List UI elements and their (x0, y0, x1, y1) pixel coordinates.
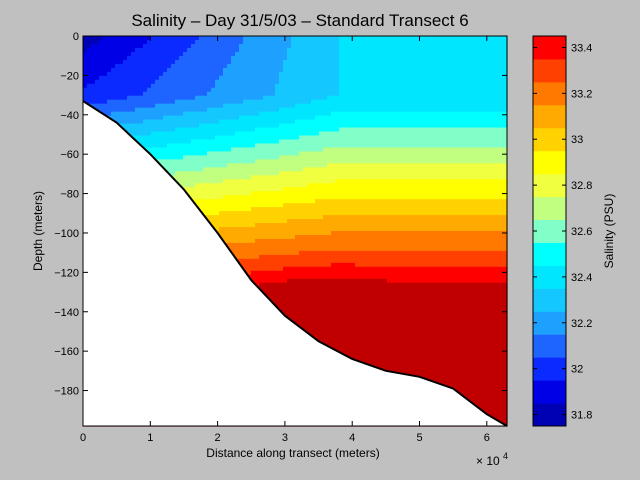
x-tick-label: 3 (282, 432, 288, 444)
colorbar-swatches (533, 36, 566, 427)
chart-title: Salinity – Day 31/5/03 – Standard Transe… (131, 11, 468, 30)
colorbar-swatch (533, 196, 566, 221)
x-tick-label: 0 (80, 432, 86, 444)
seafloor-mask (83, 101, 507, 426)
x-multiplier: × 10 4 (476, 451, 508, 468)
y-tick-label: 0 (73, 31, 79, 43)
colorbar-tick-label: 32.6 (571, 226, 592, 238)
y-tick-label: −160 (54, 346, 79, 358)
y-tick-label: −20 (60, 70, 79, 82)
y-tick-label: −80 (60, 189, 79, 201)
x-axis-label: Distance along transect (meters) (206, 446, 379, 460)
colorbar-label: Salinity (PSU) (602, 194, 616, 269)
colorbar-tick-label: 33 (571, 134, 583, 146)
y-tick-label: −140 (54, 307, 79, 319)
colorbar-tick-label: 33.2 (571, 88, 592, 100)
x-tick-label: 4 (349, 432, 355, 444)
y-axis: 0 −20 −40 −60 −80 −100 −120 −140 −160 −180 (54, 31, 507, 398)
colorbar-swatch (533, 173, 566, 198)
x-tick-label: 5 (416, 432, 422, 444)
colorbar-tick-label: 32 (571, 364, 583, 376)
y-tick-label: −60 (60, 149, 79, 161)
colorbar-swatch (533, 127, 566, 152)
x-tick-label: 1 (147, 432, 153, 444)
colorbar-swatch (533, 357, 566, 381)
colorbar-tick-label: 33.4 (571, 42, 592, 54)
colorbar-tick-label: 31.8 (571, 410, 592, 422)
colorbar-swatch (533, 219, 566, 243)
colorbar-tick-label: 32.8 (571, 180, 592, 192)
colorbar-ticks: 31.8 32 32.2 32.4 32.6 32.8 33 33.2 33.4 (533, 42, 592, 422)
colorbar-swatch (533, 311, 566, 335)
x-axis: 0 1 2 3 4 5 6 (80, 36, 490, 444)
colorbar-swatch (533, 380, 566, 404)
colorbar-swatch (533, 104, 566, 129)
colorbar-swatch (533, 81, 566, 106)
x-tick-label: 2 (215, 432, 221, 444)
colorbar-swatch (533, 150, 566, 175)
colorbar-tick-label: 32.4 (571, 272, 592, 284)
colorbar-tick-label: 32.2 (571, 318, 592, 330)
colorbar-swatch (533, 403, 566, 427)
y-tick-label: −120 (54, 267, 79, 279)
plot-area: 0 1 2 3 4 5 6 0 −20 −40 −60 −80 −100 −120 −140 −160 −18… (54, 31, 508, 444)
plot-frame (82, 35, 508, 427)
colorbar-swatch (533, 288, 566, 312)
colorbar-swatch (533, 334, 566, 358)
y-tick-label: −100 (54, 228, 79, 240)
y-tick-label: −180 (54, 386, 79, 398)
colorbar-swatch (533, 265, 566, 289)
colorbar: 31.8 32 32.2 32.4 32.6 32.8 33 33.2 33.4 Salinit… (532, 35, 616, 427)
y-tick-label: −40 (60, 110, 79, 122)
seafloor-line (82, 100, 508, 427)
x-tick-label: 6 (484, 432, 490, 444)
colorbar-swatch (533, 58, 566, 83)
colorbar-swatch (533, 36, 566, 60)
colorbar-swatch (533, 242, 566, 266)
x-multiplier-exponent: 4 (503, 451, 508, 461)
y-axis-label: Depth (meters) (31, 191, 45, 271)
x-multiplier-base: × 10 (476, 454, 500, 468)
